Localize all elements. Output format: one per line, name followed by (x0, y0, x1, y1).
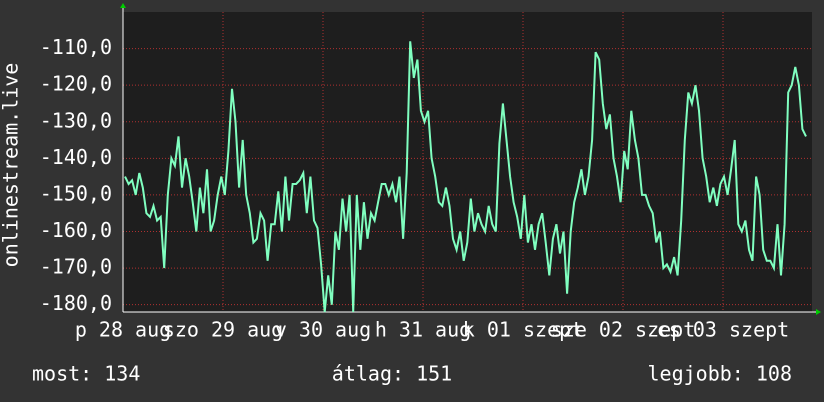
x-tick-label: h 31 aug (375, 318, 471, 342)
footer-stat: átlag: 151 (332, 362, 452, 386)
x-tick-label: cs 03 szept (657, 318, 789, 342)
y-tick-label: -150,0 (40, 181, 112, 205)
data-line (124, 41, 807, 313)
footer-stat: most: 134 (32, 362, 140, 386)
y-tick-label: -180,0 (40, 291, 112, 315)
y-tick-label: -170,0 (40, 255, 112, 279)
axis-arrow (816, 309, 821, 315)
y-tick-label: -110,0 (40, 35, 112, 59)
plot-area (123, 12, 812, 312)
x-tick-label: k 01 szept (463, 318, 583, 342)
x-tick-label: p 28 aug (75, 318, 171, 342)
y-tick-label: -130,0 (40, 108, 112, 132)
footer-stat: legjobb: 108 (648, 362, 793, 386)
y-tick-label: -120,0 (40, 72, 112, 96)
y-tick-label: -160,0 (40, 218, 112, 242)
x-tick-label: v 30 aug (275, 318, 371, 342)
x-tick-label: sze 02 szept (551, 318, 696, 342)
y-axis-label: onlinestream.live (0, 63, 23, 268)
axis-arrow (120, 3, 126, 8)
x-tick-label: szo 29 aug (163, 318, 283, 342)
y-tick-label: -140,0 (40, 145, 112, 169)
